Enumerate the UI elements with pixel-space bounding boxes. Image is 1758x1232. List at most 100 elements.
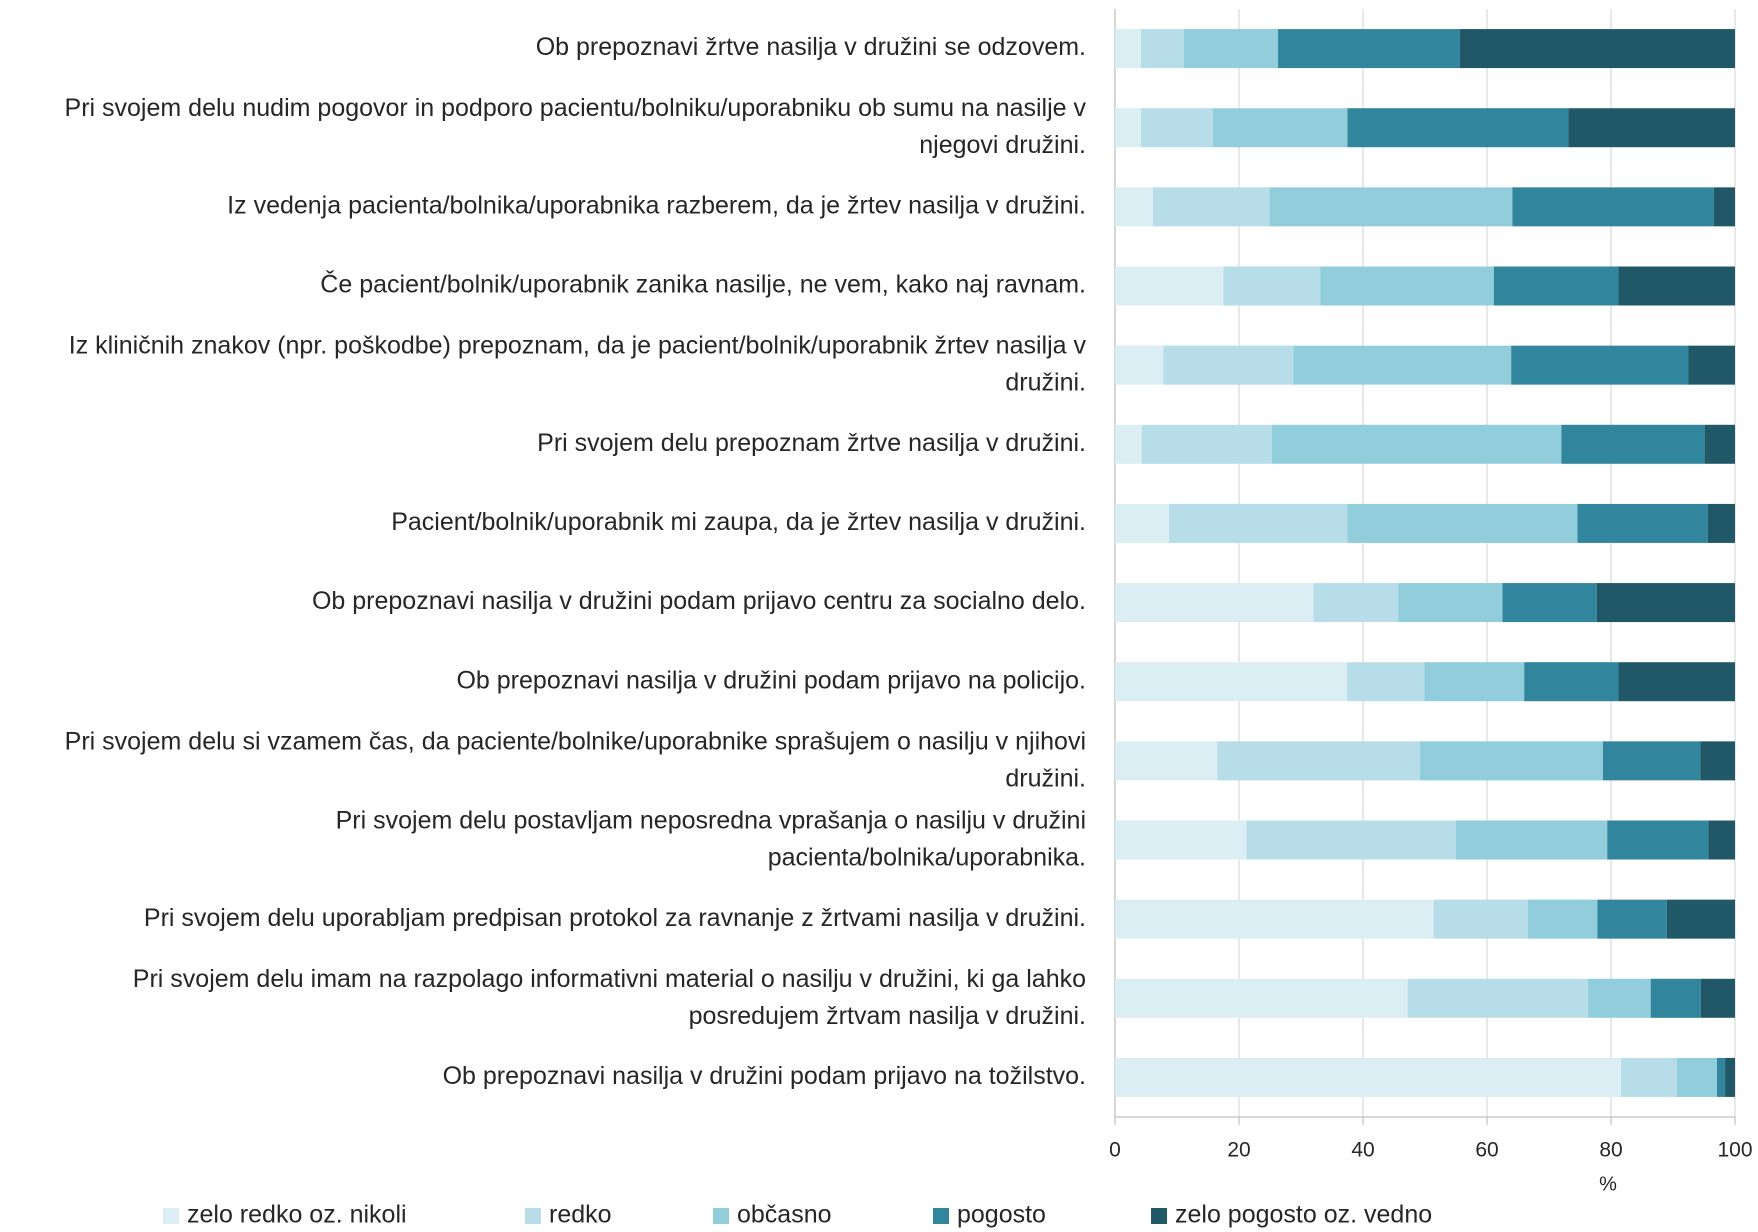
bar-segment	[1271, 424, 1562, 464]
bar-segment	[1597, 899, 1667, 939]
bar-segment	[1561, 424, 1705, 464]
x-tick-label: 40	[1351, 1139, 1374, 1162]
x-axis-label: %	[1599, 1173, 1617, 1195]
legend-swatch	[933, 1208, 949, 1224]
legend-swatch	[1151, 1208, 1167, 1224]
bar-segment	[1433, 899, 1528, 939]
bar-segment	[1620, 1057, 1677, 1097]
y-tick-label: Ob prepoznavi žrtve nasilja v družini se…	[536, 33, 1086, 61]
bar-segment	[1115, 899, 1434, 939]
y-tick-label: Pri svojem delu postavljam neposredna vp…	[336, 806, 1086, 871]
bar-segment	[1502, 583, 1597, 623]
bar-segment	[1217, 741, 1421, 781]
x-tick-label: 100	[1717, 1139, 1752, 1162]
bar-segment	[1141, 424, 1272, 464]
bar-segment	[1212, 108, 1348, 148]
bar-segment	[1588, 978, 1651, 1018]
bar-segment	[1246, 820, 1456, 860]
bar-segment	[1398, 583, 1503, 623]
y-tick-label: Pri svojem delu uporabljam predpisan pro…	[144, 904, 1086, 932]
bar-segment	[1115, 266, 1224, 306]
bar-segment	[1707, 503, 1735, 543]
bar-segment	[1115, 820, 1247, 860]
bar-segment	[1313, 583, 1399, 623]
bar-segment	[1524, 662, 1619, 702]
bar-segment	[1666, 899, 1735, 939]
y-tick-label: Ob prepoznavi nasilja v družini podam pr…	[312, 587, 1086, 615]
bar-segment	[1115, 503, 1169, 543]
bar-segment	[1577, 503, 1708, 543]
x-tick-label: 80	[1599, 1139, 1622, 1162]
x-tick-label: 0	[1109, 1139, 1121, 1162]
bar-segment	[1527, 899, 1598, 939]
bar-segment	[1725, 1057, 1735, 1097]
bar-segment	[1115, 187, 1153, 227]
bar-segment	[1347, 503, 1578, 543]
bar-segment	[1407, 978, 1589, 1018]
bar-segment	[1115, 345, 1164, 385]
bar-segment	[1183, 29, 1279, 69]
bar-segment	[1115, 662, 1347, 702]
bar-segment	[1650, 978, 1701, 1018]
bar-segment	[1704, 424, 1735, 464]
y-tick-label: Pri svojem delu imam na razpolago inform…	[133, 964, 1086, 1029]
bar-segment	[1602, 741, 1701, 781]
legend-label: zelo pogosto oz. vedno	[1175, 1201, 1432, 1229]
bar-segment	[1700, 741, 1735, 781]
legend-label: pogosto	[957, 1201, 1046, 1229]
bar-segment	[1115, 978, 1408, 1018]
bar-segment	[1618, 266, 1735, 306]
bar-segment	[1568, 108, 1735, 148]
bar-segment	[1424, 662, 1525, 702]
bar-segment	[1676, 1057, 1718, 1097]
bar-segment	[1293, 345, 1512, 385]
bar-segment	[1320, 266, 1494, 306]
bar-segment	[1269, 187, 1513, 227]
bar-segment	[1459, 29, 1735, 69]
bar-segment	[1168, 503, 1348, 543]
bar-segment	[1346, 662, 1425, 702]
bar-segment	[1607, 820, 1709, 860]
legend-swatch	[713, 1208, 729, 1224]
y-tick-label: Ob prepoznavi nasilja v družini podam pr…	[443, 1062, 1086, 1090]
bar-segment	[1115, 108, 1142, 148]
legend-label: redko	[549, 1201, 612, 1229]
bar-segment	[1717, 1057, 1726, 1097]
y-tick-label: Pacient/bolnik/uporabnik mi zaupa, da je…	[391, 508, 1086, 536]
bar-segment	[1688, 345, 1735, 385]
bar-segment	[1493, 266, 1619, 306]
bar-segment	[1708, 820, 1735, 860]
bar-segment	[1596, 583, 1735, 623]
bar-segment	[1456, 820, 1608, 860]
bar-segment	[1163, 345, 1294, 385]
x-tick-label: 60	[1475, 1139, 1498, 1162]
legend-label: zelo redko oz. nikoli	[187, 1201, 407, 1229]
bar-segment	[1115, 741, 1218, 781]
bar-segment	[1347, 108, 1569, 148]
y-tick-label: Ob prepoznavi nasilja v družini podam pr…	[456, 666, 1086, 694]
bar-segment	[1700, 978, 1735, 1018]
bar-segment	[1618, 662, 1735, 702]
y-tick-label: Pri svojem delu si vzamem čas, da pacien…	[65, 727, 1086, 792]
legend-label: občasno	[737, 1201, 832, 1229]
y-tick-label: Pri svojem delu nudim pogovor in podporo…	[65, 94, 1087, 159]
y-tick-label: Iz vedenja pacienta/bolnika/uporabnika r…	[227, 191, 1086, 219]
bar-segment	[1115, 583, 1314, 623]
bar-segment	[1223, 266, 1321, 306]
y-tick-label: Pri svojem delu prepoznam žrtve nasilja …	[537, 429, 1086, 457]
bar-segment	[1141, 108, 1213, 148]
y-tick-label: Če pacient/bolnik/uporabnik zanika nasil…	[320, 270, 1086, 299]
x-tick-label: 20	[1227, 1139, 1250, 1162]
legend-swatch	[163, 1208, 179, 1224]
bar-segment	[1141, 29, 1184, 69]
bar-segment	[1115, 29, 1142, 69]
bar-segment	[1152, 187, 1270, 227]
bar-segment	[1115, 1057, 1621, 1097]
bar-segment	[1115, 424, 1142, 464]
bar-segment	[1278, 29, 1460, 69]
bar-segment	[1713, 187, 1735, 227]
bar-segment	[1512, 187, 1714, 227]
bar-segment	[1420, 741, 1603, 781]
bar-segment	[1511, 345, 1689, 385]
